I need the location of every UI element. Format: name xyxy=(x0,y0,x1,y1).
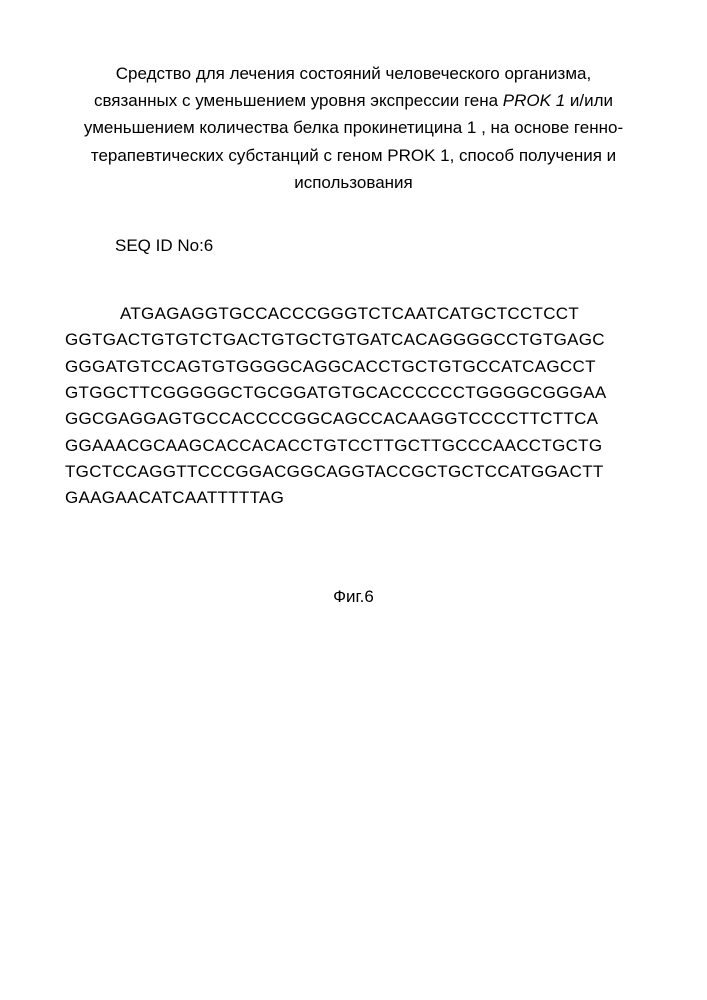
sequence-line-6: GGAAACGCAAGCACCACACCTGTCCTTGCTTGCCCAACCT… xyxy=(65,433,657,459)
title-line-1: Средство для лечения состояний человечес… xyxy=(116,64,591,83)
sequence-line-5: GGCGAGGAGTGCCACCCCGGCAGCCACAAGGTCCCCTTCT… xyxy=(65,406,657,432)
title-line-2-part1: связанных с уменьшением уровня экспресси… xyxy=(94,91,503,110)
sequence-line-4: GTGGCTTCGGGGGCTGCGGATGTGCACCCCCCTGGGGCGG… xyxy=(65,380,657,406)
sequence-id-label: SEQ ID No:6 xyxy=(115,236,657,256)
sequence-line-2: GGTGACTGTGTCTGACTGTGCTGTGATCACAGGGGCCTGT… xyxy=(65,327,657,353)
title-gene-name: PROK 1 xyxy=(503,91,565,110)
sequence-line-7: TGCTCCAGGTTCCCGGACGGCAGGTACCGCTGCTCCATGG… xyxy=(65,459,657,485)
dna-sequence-block: ATGAGAGGTGCCACCCGGGTCTCAATCATGCTCCTCCT G… xyxy=(65,301,657,512)
figure-label: Фиг.6 xyxy=(50,587,657,607)
title-line-4: терапевтических субстанций с геном PROK … xyxy=(91,146,616,165)
sequence-line-3: GGGATGTCCAGTGTGGGGCAGGCACCTGCTGTGCCATCAG… xyxy=(65,354,657,380)
sequence-line-1: ATGAGAGGTGCCACCCGGGTCTCAATCATGCTCCTCCT xyxy=(65,301,657,327)
title-line-3: уменьшением количества белка прокинетици… xyxy=(84,118,623,137)
title-line-2-part2: и/или xyxy=(565,91,613,110)
document-title: Средство для лечения состояний человечес… xyxy=(50,60,657,196)
title-line-5: использования xyxy=(294,173,413,192)
sequence-line-8: GAAGAACATCAATTTTTAG xyxy=(65,485,657,511)
